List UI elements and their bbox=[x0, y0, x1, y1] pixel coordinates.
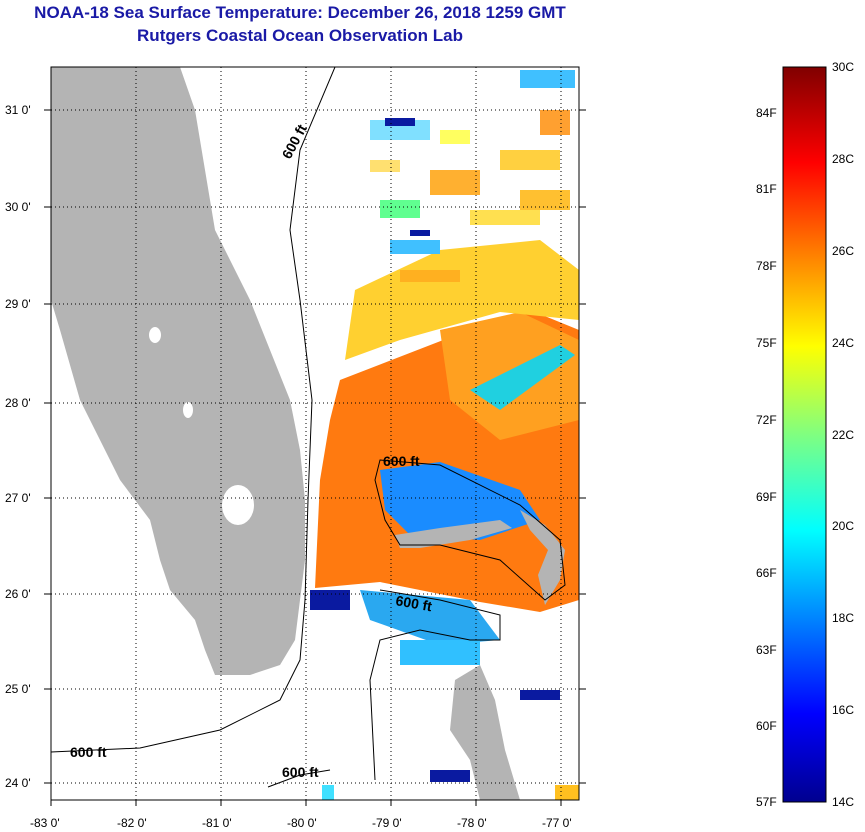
axis-ticks bbox=[44, 109, 586, 806]
lakes bbox=[149, 327, 254, 525]
colorbar-c-label: 20C bbox=[832, 519, 855, 533]
map-title: NOAA-18 Sea Surface Temperature: Decembe… bbox=[34, 3, 566, 22]
colorbar-f-label: 81F bbox=[756, 182, 777, 196]
contour-label: 600 ft bbox=[383, 453, 420, 469]
colorbar-c-label: 18C bbox=[832, 611, 855, 625]
sst-swath bbox=[310, 70, 579, 800]
map-subtitle: Rutgers Coastal Ocean Observation Lab bbox=[137, 26, 463, 45]
contour-label: 600 ft bbox=[282, 764, 319, 780]
lat-label: 24 0' bbox=[5, 776, 31, 790]
contour-600ft bbox=[369, 589, 501, 781]
colorbar-f-label: 60F bbox=[756, 719, 777, 733]
colorbar-c-label: 16C bbox=[832, 703, 855, 717]
contour-600ft bbox=[51, 67, 336, 753]
colorbar-f-label: 57F bbox=[756, 795, 777, 809]
colorbar-c-label: 24C bbox=[832, 336, 855, 350]
colorbar-c-label: 14C bbox=[832, 795, 855, 809]
lat-label: 31 0' bbox=[5, 103, 31, 117]
lon-label: -78 0' bbox=[457, 816, 487, 830]
lon-label: -82 0' bbox=[117, 816, 147, 830]
contour-600ft bbox=[374, 459, 566, 601]
contour-label: 600 ft bbox=[70, 744, 107, 760]
colorbar-f-label: 75F bbox=[756, 336, 777, 350]
lat-label: 26 0' bbox=[5, 587, 31, 601]
lat-label: 27 0' bbox=[5, 491, 31, 505]
lat-label: 28 0' bbox=[5, 396, 31, 410]
lon-label: -80 0' bbox=[287, 816, 317, 830]
abaco bbox=[520, 510, 565, 605]
colorbar-c-label: 28C bbox=[832, 152, 855, 166]
colorbar-f-label: 84F bbox=[756, 106, 777, 120]
colorbar-f-label: 69F bbox=[756, 490, 777, 504]
florida bbox=[51, 67, 305, 675]
contour-label: 600 ft bbox=[394, 592, 433, 614]
lon-label: -77 0' bbox=[542, 816, 572, 830]
colorbar bbox=[782, 66, 827, 803]
colorbar-f-label: 72F bbox=[756, 413, 777, 427]
lake bbox=[183, 402, 193, 418]
contour-600ft bbox=[267, 769, 331, 788]
sst-cool-region bbox=[470, 345, 575, 410]
sst-speckle bbox=[310, 70, 579, 800]
lat-label: 29 0' bbox=[5, 297, 31, 311]
lat-label: 30 0' bbox=[5, 200, 31, 214]
colorbar-f-label: 63F bbox=[756, 643, 777, 657]
colorbar-c-label: 30C bbox=[832, 60, 855, 74]
lon-label: -79 0' bbox=[372, 816, 402, 830]
lon-label: -81 0' bbox=[202, 816, 232, 830]
andros bbox=[450, 665, 520, 800]
map-frame bbox=[50, 66, 580, 801]
lake-okeechobee bbox=[222, 485, 254, 525]
contour-label: 600 ft bbox=[279, 121, 310, 161]
grand-bahama bbox=[395, 520, 512, 548]
colorbar-f-label: 78F bbox=[756, 259, 777, 273]
sst-cool-region bbox=[360, 590, 500, 645]
colorbar-f-label: 66F bbox=[756, 566, 777, 580]
lon-label: -83 0' bbox=[30, 816, 60, 830]
lake bbox=[149, 327, 161, 343]
colorbar-c-label: 26C bbox=[832, 244, 855, 258]
graticule bbox=[51, 67, 579, 800]
depth-contours bbox=[51, 67, 566, 788]
lat-label: 25 0' bbox=[5, 682, 31, 696]
colorbar-c-label: 22C bbox=[832, 428, 855, 442]
